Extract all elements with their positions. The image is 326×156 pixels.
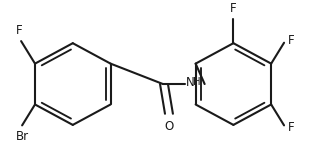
Text: O: O — [164, 120, 173, 133]
Text: F: F — [288, 121, 295, 134]
Text: H: H — [193, 77, 200, 87]
Text: F: F — [230, 2, 237, 15]
Text: F: F — [16, 24, 22, 37]
Text: F: F — [288, 34, 295, 47]
Text: Br: Br — [16, 130, 29, 143]
Text: N: N — [186, 76, 195, 89]
